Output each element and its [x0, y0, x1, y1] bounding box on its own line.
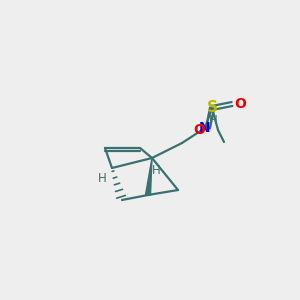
Text: O: O: [234, 97, 246, 111]
Text: H: H: [208, 113, 217, 127]
Text: O: O: [193, 123, 205, 137]
Text: H: H: [152, 164, 160, 178]
Polygon shape: [146, 158, 152, 195]
Text: H: H: [98, 172, 106, 184]
Text: N: N: [199, 121, 211, 135]
Text: S: S: [206, 100, 218, 116]
